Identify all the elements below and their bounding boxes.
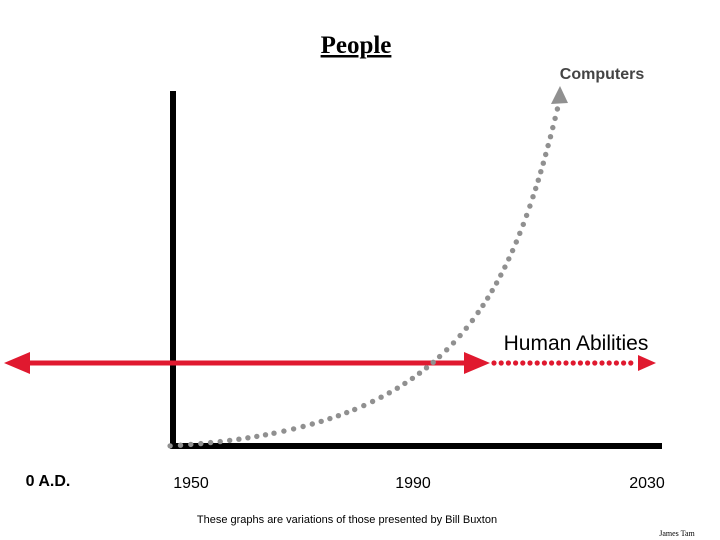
computers-curve-dot [245,435,251,441]
computers-curve-dot [262,432,269,438]
author-signature: James Tam [659,529,695,538]
computers-curve-dot [409,375,416,382]
computers-curve-dot [188,441,194,448]
computers-dotted-curve [167,96,563,449]
human-abilities-dot [585,360,591,366]
human-abilities-dot [520,360,526,366]
computers-curve-dot [509,247,516,254]
computers-curve-dot [540,160,546,166]
computers-curve-dot [552,115,558,122]
computers-curve-dot [227,437,233,444]
human-abilities-dot [592,360,598,366]
human-abilities-dot [613,360,620,366]
computers-label: Computers [560,66,645,83]
computers-curve-dot [517,230,523,236]
computers-curve-dot [550,124,556,131]
human-abilities-dot [541,360,548,366]
human-abilities-label: Human Abilities [504,332,649,355]
human-abilities-dot [606,360,612,366]
computers-curve-dot [402,380,408,387]
computers-curve-dot [530,194,536,200]
computers-curve-dot [523,212,530,219]
computers-curve-dot [547,134,554,140]
computers-curve-dot [498,272,504,278]
computers-curve-dot [281,428,287,434]
computers-curve-dot [335,413,342,419]
computers-curve-dot [475,309,481,316]
computers-curve-dot [520,221,526,228]
computers-curve-dot [513,239,519,245]
human-abilities-dot [549,360,555,366]
computers-curve-dot [394,385,400,391]
x-label-2030: 2030 [629,475,665,492]
human-abilities-dot [621,360,627,366]
computers-curve-arrowhead [551,86,568,104]
computers-curve-dot [450,340,457,346]
human-abilities-left-arrowhead [4,352,30,374]
computers-curve-dot [480,302,486,309]
human-abilities-dot [527,360,533,366]
computers-curve-dot [318,418,324,425]
computers-curve-dot [309,421,315,427]
computers-curve-dot [369,398,376,405]
computers-curve-dot [361,402,367,409]
x-label-1990: 1990 [395,475,431,492]
human-abilities-dot [570,360,576,366]
computers-curve-dot [378,394,384,400]
human-abilities-dot [599,360,605,366]
computers-curve-dot [198,440,204,447]
human-abilities-dot [534,360,540,366]
computers-curve-dot [290,426,297,432]
computers-curve-dot [457,332,463,339]
computers-curve-dot [177,442,184,448]
x-label-1950: 1950 [173,475,209,492]
computers-curve-dot [502,264,508,270]
computers-curve-dot [327,415,333,422]
computers-curve-dot [489,287,495,294]
computers-curve-dot [538,169,544,175]
computers-curve-dot [344,409,350,416]
x-label-0-ad: 0 A.D. [26,473,71,490]
computers-curve-dot [430,359,436,365]
human-abilities-right-arrowhead [464,352,490,374]
computers-curve-dot [493,280,500,286]
human-abilities-dot [577,360,584,366]
computers-curve-dot [300,423,306,430]
human-abilities-dot [628,360,634,366]
human-abilities-dot [505,360,511,366]
diagram-title: People [321,32,392,59]
human-abilities-dot [498,360,504,366]
computers-curve-dot [236,436,242,442]
computers-curve-dot [535,177,541,183]
computers-curve-dot [352,406,358,413]
computers-curve-dot [506,256,512,262]
computers-curve-dot [386,390,392,396]
computers-curve-dot [423,365,430,371]
computers-curve-dot [527,203,533,209]
computers-curve-dot [271,430,277,436]
computers-curve-dot [469,317,476,324]
computers-curve-dot [416,370,423,376]
footnote: These graphs are variations of those pre… [197,514,497,526]
human-abilities-dotted-extension [491,360,634,366]
human-abilities-dotted-arrowhead [638,355,656,371]
computers-curve-dot [436,353,443,360]
human-abilities-dot [513,360,519,366]
computers-curve-dot [533,185,539,192]
human-abilities-dot [491,360,497,366]
human-abilities-dot [556,360,562,366]
computers-curve-dot [217,438,223,445]
computers-curve-dot [554,106,561,112]
computers-curve-dot [167,443,173,449]
computers-curve-dot [545,142,551,149]
computers-curve-dot [463,325,469,331]
computers-curve-dot [254,433,260,440]
computers-curve-dot [485,295,491,301]
human-abilities-dot [563,360,569,366]
computers-curve-dot [207,439,214,446]
computers-curve-dot [543,151,549,158]
computers-curve-dot [444,347,450,353]
